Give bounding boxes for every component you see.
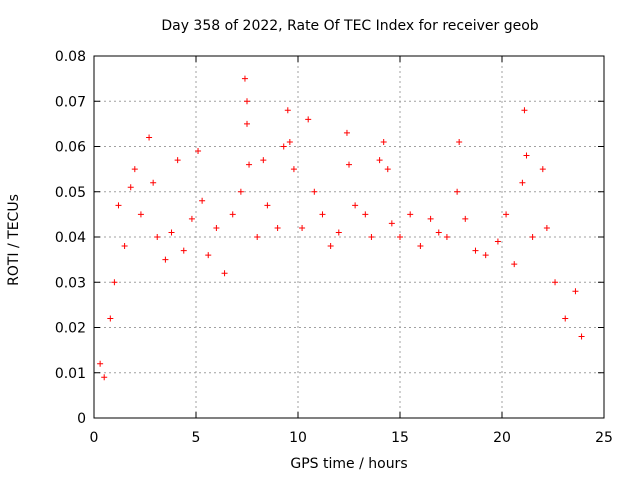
data-point: [435, 229, 442, 236]
data-point: [241, 75, 248, 82]
data-point: [205, 252, 212, 259]
data-point: [244, 120, 250, 127]
y-tick-label: 0.06: [55, 140, 86, 156]
data-point: [494, 238, 501, 245]
data-point: [264, 202, 271, 209]
data-point: [174, 157, 181, 164]
data-point: [199, 197, 206, 204]
data-point: [101, 374, 108, 381]
data-point: [131, 166, 138, 173]
data-point: [97, 360, 104, 367]
y-tick-label: 0.05: [55, 185, 86, 201]
data-point: [552, 279, 559, 286]
data-point: [427, 215, 434, 222]
data-point: [274, 224, 281, 231]
data-point: [352, 202, 359, 209]
data-point: [578, 333, 585, 340]
y-axis-label: ROTI / TECUs: [6, 194, 22, 286]
data-point: [529, 234, 536, 240]
data-point: [454, 188, 461, 195]
x-axis-label: GPS time / hours: [290, 456, 408, 472]
data-point: [397, 234, 403, 240]
data-point: [362, 211, 369, 218]
data-point: [368, 234, 375, 240]
data-point: [443, 234, 450, 240]
data-point: [150, 179, 157, 186]
y-tick-label: 0.01: [55, 366, 86, 382]
data-point: [146, 134, 153, 141]
data-point: [407, 211, 414, 218]
plot-area: 0 0.01 0.02 0.03 0.04 0.05 0.06 0.07 0.08 0 5 10 15 2…: [55, 49, 613, 446]
data-point: [305, 116, 312, 123]
data-point: [221, 270, 228, 277]
data-point: [154, 234, 161, 240]
data-point: [335, 229, 342, 236]
data-point: [519, 179, 526, 186]
data-point: [290, 166, 297, 173]
data-point: [195, 148, 202, 155]
data-point: [346, 161, 352, 168]
data-point: [462, 215, 469, 222]
x-tick-label: 20: [493, 430, 511, 446]
data-point: [284, 107, 291, 114]
data-point: [111, 279, 118, 286]
data-point: [319, 211, 326, 218]
data-point: [246, 161, 253, 168]
data-point: [137, 211, 144, 218]
data-point: [229, 211, 236, 218]
y-tick-label: 0.07: [55, 94, 86, 110]
x-tick-label: 10: [289, 430, 307, 446]
data-point: [384, 166, 391, 173]
data-point: [244, 98, 250, 105]
data-point: [168, 229, 175, 236]
x-tick-label: 25: [595, 430, 613, 446]
data-point: [456, 138, 463, 145]
data-point: [280, 143, 287, 150]
data-point: [237, 188, 244, 195]
data-point: [299, 224, 306, 231]
data-point: [213, 224, 220, 231]
data-point: [115, 202, 122, 209]
data-point: [503, 211, 510, 218]
data-point: [327, 243, 334, 250]
data-point: [543, 224, 550, 231]
data-point: [511, 261, 518, 268]
data-point: [260, 157, 267, 164]
data-point: [311, 188, 318, 195]
data-point: [523, 152, 530, 159]
data-point: [562, 315, 569, 322]
data-point: [188, 215, 195, 222]
data-point: [417, 243, 424, 250]
y-tick-label: 0: [77, 411, 86, 427]
y-tick-label: 0.08: [55, 49, 86, 65]
data-point: [121, 243, 128, 250]
data-point: [472, 247, 479, 254]
data-point: [380, 138, 387, 145]
x-tick-label: 5: [192, 430, 201, 446]
y-tick-label: 0.02: [55, 321, 86, 337]
y-tick-label: 0.04: [55, 230, 86, 246]
y-tick-label: 0.03: [55, 275, 86, 291]
data-point: [521, 107, 528, 114]
data-point: [127, 184, 134, 191]
data-point: [482, 252, 489, 259]
data-point: [107, 315, 114, 322]
chart-title: Day 358 of 2022, Rate Of TEC Index for r…: [161, 18, 539, 34]
data-point: [254, 234, 261, 240]
x-tick-label: 0: [90, 430, 99, 446]
data-point: [286, 138, 293, 145]
data-point: [162, 256, 169, 263]
data-point: [572, 288, 579, 295]
data-point: [343, 129, 350, 136]
data-point: [539, 166, 546, 173]
data-point: [388, 220, 395, 227]
data-point: [376, 157, 383, 164]
data-point: [180, 247, 187, 254]
x-tick-label: 15: [391, 430, 409, 446]
